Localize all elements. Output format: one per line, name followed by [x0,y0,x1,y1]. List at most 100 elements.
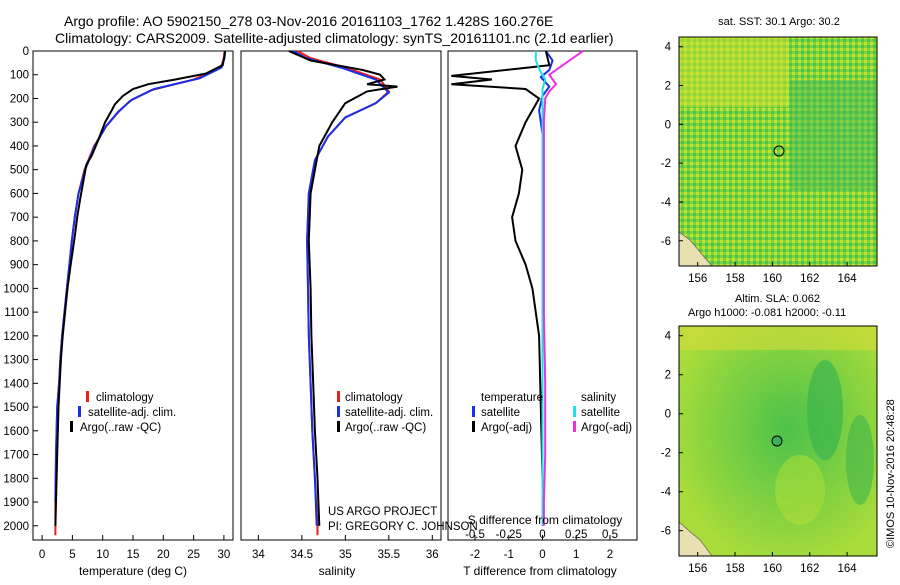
x-tick-label: 0 [539,529,545,541]
depth-tick-label: 1000 [3,283,29,295]
sal-series [288,50,398,536]
legend-swatch-t-argo [472,421,475,432]
map-x-tick-label: 162 [800,273,819,285]
map-x-tick-label: 156 [688,563,707,575]
diff-x-axis: -2 -1 0 1 2 [470,535,613,561]
map-x-tick-label: 156 [688,273,707,285]
legend-swatch-argo [337,421,340,432]
map-y-tick-label: -2 [661,158,671,170]
temp-series [54,50,227,536]
sst-warm-patch [679,37,789,107]
map-y-tick-label: -4 [661,197,672,209]
sla-trough [846,415,874,505]
series-line-salinity-satellite [534,51,547,526]
map-x-tick-label: 158 [725,273,744,285]
temp-panel-frame [32,50,234,541]
depth-tick-label: 2000 [3,521,29,533]
x-tick-label: 5 [69,549,75,561]
map-y-tick-label: 2 [665,81,671,93]
diff-x-label: T difference from climatology [463,564,617,578]
x-tick-label: 30 [218,549,231,561]
legend-label: satellite [481,407,520,419]
sst-cool-patch [790,80,877,190]
legend-swatch-satellite [337,406,340,417]
map-y-tick-label: 0 [665,409,671,421]
depth-tick-label: 400 [10,141,29,153]
map-x-tick-label: 164 [838,563,858,575]
sla-top-band [679,326,877,350]
depth-tick-label: 600 [10,188,29,200]
header-line1: Argo profile: AO 5902150_278 03-Nov-2016… [64,13,553,29]
legend-label: Argo(-adj) [581,422,632,434]
x-tick-label: 34.5 [291,549,313,561]
depth-tick-label: 1700 [3,450,29,462]
legend-swatch-s-argo [573,421,576,432]
diff-legend: temperature salinity satellite satellite… [472,392,632,434]
sal-x-axis: 34 34.5 35 35.5 36 [252,535,439,561]
x-tick-label: -1 [504,549,514,561]
sst-argo-marker [773,145,785,157]
diff-top-x-label: S difference from climatology [468,513,623,527]
depth-tick-label: 900 [10,260,29,272]
map-x-tick-label: 164 [838,273,858,285]
sla-map-frame [678,325,878,557]
map-y-tick-label: 2 [665,370,671,382]
legend-label: satellite-adj. clim. [88,407,176,419]
series-line-satellite-adj-clim- [292,50,391,526]
x-tick-label: 35 [339,549,352,561]
legend-head-temperature: temperature [481,392,543,404]
depth-tick-label: 500 [10,165,29,177]
sla-title2: Argo h1000: -0.081 h2000: -0.11 [688,307,846,319]
series-line-temperature-argo-adj- [451,50,551,526]
sst-map-title: sat. SST: 30.1 Argo: 30.2 [718,16,840,28]
depth-axis: 0 100 200 300 400 500 600 700 800 900 1000 1100 1200… [3,46,38,533]
legend-swatch-t-satellite [472,406,475,417]
x-tick-label: 34 [252,549,265,561]
series-line-argo-raw-qc- [54,50,227,526]
credit-project: US ARGO PROJECT [328,506,437,518]
sla-title1: Altim. SLA: 0.062 [735,293,820,305]
sla-ridge [775,455,825,525]
credit-pi: PI: GREGORY C. JOHNSON [328,521,478,533]
temp-x-label: temperature (deg C) [79,564,187,578]
x-tick-label: 25 [187,549,200,561]
depth-tick-label: 0 [23,46,29,58]
depth-tick-label: 1100 [4,307,29,319]
temp-x-axis: 0 5 10 15 20 25 30 [39,535,230,561]
map-y-tick-label: 4 [665,42,672,54]
legend-swatch-s-satellite [573,406,576,417]
sal-x-label: salinity [319,564,356,578]
x-tick-label: 2 [607,549,613,561]
legend-head-salinity: salinity [581,392,616,404]
sst-map: 156 158 160 162 164 4 2 0 -2 -4 -6 [661,36,878,285]
depth-tick-label: 700 [10,212,29,224]
map-x-tick-label: 162 [800,563,819,575]
depth-tick-label: 100 [10,70,29,82]
x-tick-label: 15 [127,549,140,561]
legend-swatch-satellite [78,406,81,417]
x-tick-label: 0 [39,549,45,561]
x-tick-label: 1 [573,549,579,561]
diff-top-x-axis: -0.5 -0.25 0 0.25 0.5 [465,529,618,541]
map-y-tick-label: 0 [665,119,671,131]
sla-argo-marker [771,435,783,447]
x-tick-label: 0 [539,549,545,561]
x-tick-label: 10 [96,549,109,561]
sla-map: 156 158 160 162 164 4 2 0 -2 -4 -6 [661,325,878,575]
sst-axes: 156 158 160 162 164 4 2 0 -2 -4 -6 [661,42,858,285]
depth-tick-label: 200 [10,93,29,105]
x-tick-label: -2 [470,549,480,561]
x-tick-label: 35.5 [378,549,400,561]
x-tick-label: 20 [157,549,170,561]
x-tick-label: 36 [426,549,439,561]
depth-tick-label: 1500 [3,402,29,414]
depth-tick-label: 1600 [3,426,29,438]
imos-stamp: ©IMOS 10-Nov-2016 20:48:28 [885,399,897,548]
map-y-tick-label: -6 [661,526,671,538]
depth-tick-label: 1400 [3,378,29,390]
header-line2: Climatology: CARS2009. Satellite-adjuste… [55,30,613,46]
series-line-salinity-argo-adj- [542,50,584,526]
map-x-tick-label: 160 [763,273,782,285]
series-line-satellite-adj-clim- [54,50,227,503]
